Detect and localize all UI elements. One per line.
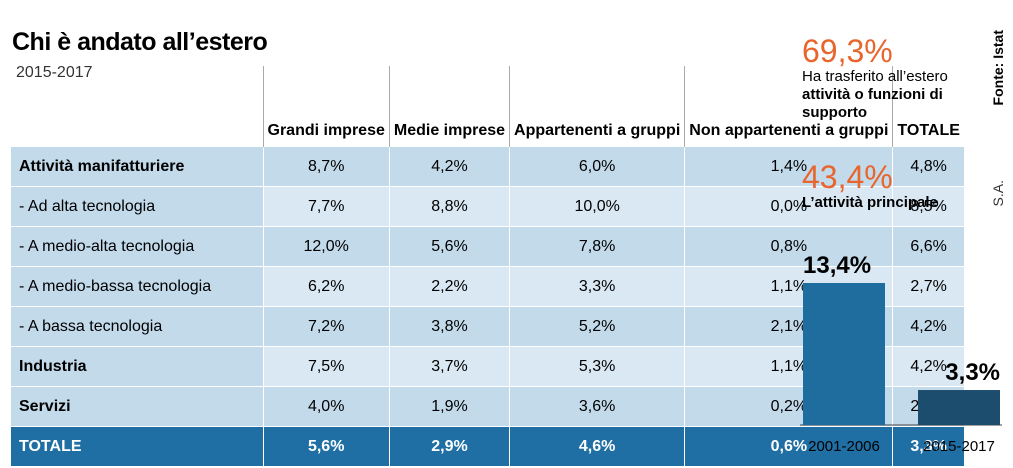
header-cell: Non appartenenti a gruppi bbox=[684, 66, 893, 147]
table-row: - Ad alta tecnologia 7,7% 8,8% 10,0% 0,0% 8,5… bbox=[10, 186, 964, 227]
table-cell: 3,6% bbox=[509, 386, 685, 427]
table-row: Attività manifatturiere 8,7% 4,2% 6,0% 1,4% 4… bbox=[10, 146, 964, 187]
table: Grandi imprese Medie imprese Appartenenti … bbox=[10, 66, 964, 466]
table-cell: 4,2% bbox=[388, 146, 510, 187]
table-cell: - A medio-bassa tecnologia bbox=[10, 266, 263, 307]
category-label: 2015-2017 bbox=[923, 438, 995, 455]
table-cell: 7,8% bbox=[509, 226, 685, 267]
table-cell: 3,8% bbox=[388, 306, 510, 347]
table-cell: Industria bbox=[10, 346, 263, 387]
table-cell: 5,2% bbox=[509, 306, 685, 347]
table-cell: 5,6% bbox=[388, 226, 510, 267]
table-cell: 3,7% bbox=[388, 346, 510, 387]
table-cell: 4,0% bbox=[262, 386, 390, 427]
table-cell: 7,2% bbox=[262, 306, 390, 347]
bar bbox=[803, 283, 885, 425]
stat-value: 43,4% bbox=[802, 159, 893, 195]
stat-description: Ha trasferito all’estero attività o funz… bbox=[802, 68, 987, 122]
header-cell: Medie imprese bbox=[388, 66, 510, 147]
table-row: - A medio-bassa tecnologia 6,2% 2,2% 3,3% 1,… bbox=[10, 266, 964, 307]
header-cell: Appartenenti a gruppi bbox=[509, 66, 685, 147]
subtitle: 2015-2017 bbox=[16, 64, 93, 81]
table-cell: TOTALE bbox=[10, 426, 263, 466]
table-cell: 8,8% bbox=[388, 186, 510, 227]
table-cell: 10,0% bbox=[509, 186, 685, 227]
bar bbox=[918, 390, 1000, 425]
table-cell: 7,7% bbox=[262, 186, 390, 227]
table-cell: Servizi bbox=[10, 386, 263, 427]
stat-text: attività o funzioni di supporto bbox=[802, 86, 943, 121]
table-cell: 5,3% bbox=[509, 346, 685, 387]
stat-value: 69,3% bbox=[802, 33, 893, 69]
table-cell: 6,0% bbox=[509, 146, 685, 187]
header-cell: TOTALE bbox=[892, 66, 964, 147]
stat-description: L’attività principale bbox=[802, 194, 987, 212]
header-cell: Grandi imprese bbox=[262, 66, 390, 147]
table-cell: 7,5% bbox=[262, 346, 390, 387]
table-cell: 2,7% bbox=[892, 266, 964, 307]
table-cell: 5,6% bbox=[262, 426, 390, 466]
title: Chi è andato all’estero bbox=[12, 28, 268, 56]
table-cell: - A medio-alta tecnologia bbox=[10, 226, 263, 267]
source: Fonte: Istat bbox=[990, 30, 1006, 106]
table-row: TOTALE 5,6% 2,9% 4,6% 0,6% 3,3% bbox=[10, 426, 964, 466]
table-cell: 2,9% bbox=[388, 426, 510, 466]
table-cell: 1,9% bbox=[388, 386, 510, 427]
table-cell: 0,8% bbox=[684, 226, 893, 267]
table-cell: 4,6% bbox=[509, 426, 685, 466]
table-cell: 4,8% bbox=[892, 146, 964, 187]
table-cell: 8,7% bbox=[262, 146, 390, 187]
stat-text: Ha trasferito all’estero bbox=[802, 68, 948, 85]
table-cell: 0,6% bbox=[684, 426, 893, 466]
table-cell: 1,4% bbox=[684, 146, 893, 187]
table-cell: 0,0% bbox=[684, 186, 893, 227]
table-cell: 6,6% bbox=[892, 226, 964, 267]
table-cell: 12,0% bbox=[262, 226, 390, 267]
table-row: - A bassa tecnologia 7,2% 3,8% 5,2% 2,1% 4,2% bbox=[10, 306, 964, 347]
value-label: 3,3% bbox=[945, 359, 1000, 386]
table-cell: 3,3% bbox=[892, 426, 964, 466]
table-cell: 4,2% bbox=[892, 346, 964, 387]
table-cell: 2,2% bbox=[388, 266, 510, 307]
stat: 43,4% L’attività principale bbox=[802, 160, 987, 212]
credit: S.A. bbox=[990, 180, 1006, 207]
table-cell: 6,2% bbox=[262, 266, 390, 307]
category-label: 2001-2006 bbox=[808, 438, 880, 455]
table-cell: 3,3% bbox=[509, 266, 685, 307]
table-cell: 4,2% bbox=[892, 306, 964, 347]
table-cell: - Ad alta tecnologia bbox=[10, 186, 263, 227]
stat: 69,3% Ha trasferito all’estero attività o… bbox=[802, 34, 987, 122]
value-label: 13,4% bbox=[803, 252, 871, 279]
table-cell: Attività manifatturiere bbox=[10, 146, 263, 187]
table-cell: - A bassa tecnologia bbox=[10, 306, 263, 347]
stat-text: L’attività principale bbox=[802, 194, 938, 211]
table-cell: 8,5% bbox=[892, 186, 964, 227]
table-row: - A medio-alta tecnologia 12,0% 5,6% 7,8% 0,… bbox=[10, 226, 964, 267]
